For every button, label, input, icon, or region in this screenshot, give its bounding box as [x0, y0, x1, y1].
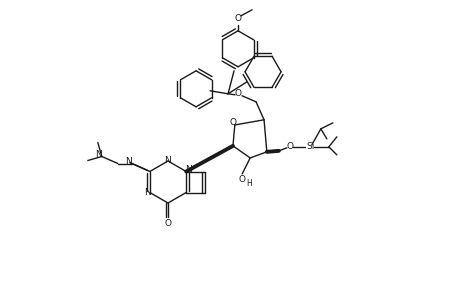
Text: N: N: [125, 157, 132, 166]
Text: N: N: [144, 188, 151, 197]
Text: N: N: [164, 155, 171, 164]
Text: N: N: [185, 165, 191, 174]
Text: O: O: [164, 220, 171, 229]
Text: O: O: [285, 142, 293, 151]
Text: O: O: [234, 89, 241, 98]
Text: Si: Si: [306, 142, 314, 151]
Text: O: O: [234, 14, 241, 23]
Text: N: N: [95, 150, 102, 159]
Text: O: O: [238, 176, 245, 184]
Text: H: H: [246, 179, 252, 188]
Text: O: O: [229, 118, 236, 127]
